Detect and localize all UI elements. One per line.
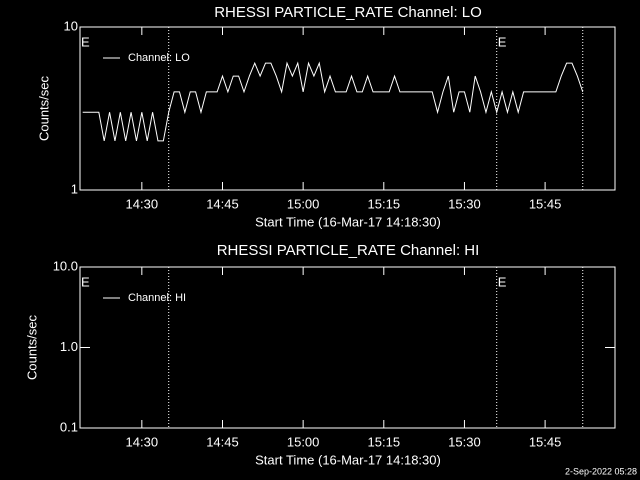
- legend-label: Channel: LO: [128, 52, 190, 64]
- x-tick-label: 15:30: [448, 434, 481, 449]
- y-tick-label: 10: [64, 18, 78, 33]
- y-tick-label: 1: [71, 181, 78, 196]
- x-tick-label: 14:45: [206, 434, 239, 449]
- x-axis-label: Start Time (16-Mar-17 14:18:30): [255, 452, 441, 467]
- x-tick-label: 15:45: [529, 196, 562, 211]
- chart-title: RHESSI PARTICLE_RATE Channel: HI: [217, 242, 480, 259]
- annotation: E: [498, 34, 507, 49]
- y-tick-label: 1.0: [60, 339, 78, 354]
- x-tick-label: 15:00: [287, 196, 320, 211]
- x-tick-label: 15:15: [368, 434, 401, 449]
- y-axis-label: Counts/sec: [24, 314, 39, 380]
- footer: 2-Sep-2022 05:28: [565, 466, 637, 476]
- x-tick-label: 15:30: [448, 196, 481, 211]
- x-tick-label: 14:30: [126, 434, 159, 449]
- x-axis-label: Start Time (16-Mar-17 14:18:30): [255, 214, 441, 229]
- annotation: E: [81, 34, 90, 49]
- annotation: E: [81, 274, 90, 289]
- data-line: [82, 61, 584, 142]
- annotation: E: [498, 274, 507, 289]
- plot-frame: [79, 26, 616, 191]
- y-tick-label: 10.0: [53, 258, 78, 273]
- x-tick-label: 14:30: [126, 196, 159, 211]
- x-tick-label: 15:45: [529, 434, 562, 449]
- chart-title: RHESSI PARTICLE_RATE Channel: LO: [214, 4, 482, 21]
- x-tick-label: 15:15: [368, 196, 401, 211]
- x-tick-label: 14:45: [206, 196, 239, 211]
- y-tick-label: 0.1: [60, 419, 78, 434]
- x-tick-label: 15:00: [287, 434, 320, 449]
- legend-label: Channel: HI: [128, 292, 186, 304]
- y-axis-label: Counts/sec: [36, 75, 51, 141]
